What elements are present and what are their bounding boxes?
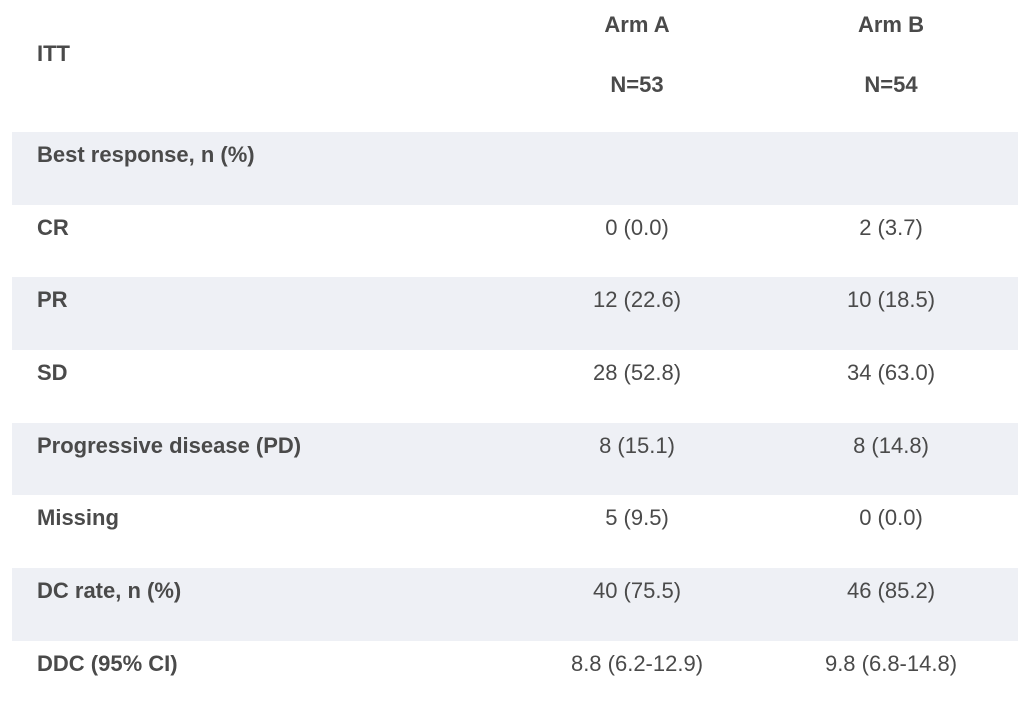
header-itt: ITT bbox=[37, 41, 70, 66]
row-label: PR bbox=[37, 287, 68, 313]
header-arm-b: Arm B N=54 bbox=[766, 0, 1016, 132]
arm-b-value: 46 (85.2) bbox=[846, 578, 936, 604]
arm-b-value: 8 (14.8) bbox=[853, 432, 929, 458]
row-label: Progressive disease (PD) bbox=[37, 432, 302, 458]
table-row: DC rate, n (%) 40 (75.5) 46 (85.2) bbox=[12, 568, 1018, 641]
header-arm-b-name: Arm B bbox=[857, 12, 924, 37]
arm-a-value: 40 (75.5) bbox=[592, 578, 682, 604]
row-label: SD bbox=[37, 360, 68, 386]
table-row: CR 0 (0.0) 2 (3.7) bbox=[12, 205, 1018, 278]
table-row: DDC (95% CI) 8.8 (6.2-12.9) 9.8 (6.8-14.… bbox=[12, 641, 1018, 714]
row-label: CR bbox=[37, 214, 69, 240]
table-row: Progressive disease (PD) 8 (15.1) 8 (14.… bbox=[12, 422, 1018, 496]
arm-b-value: 10 (18.5) bbox=[846, 287, 936, 313]
header-arm-a-name: Arm A bbox=[604, 12, 670, 37]
table-row: Best response, n (%) bbox=[12, 132, 1018, 205]
table-row: SD 28 (52.8) 34 (63.0) bbox=[12, 350, 1018, 423]
row-label: DC rate, n (%) bbox=[37, 578, 182, 604]
arm-b-value: 0 (0.0) bbox=[859, 505, 923, 531]
arm-b-value: 34 (63.0) bbox=[846, 360, 936, 386]
arm-a-value: 8.8 (6.2-12.9) bbox=[570, 650, 704, 676]
arm-a-value: 28 (52.8) bbox=[592, 360, 682, 386]
table-row: PR 12 (22.6) 10 (18.5) bbox=[12, 277, 1018, 351]
row-label: Missing bbox=[37, 505, 119, 531]
header-arm-b-n: N=54 bbox=[864, 72, 918, 97]
header-arm-a-n: N=53 bbox=[610, 72, 664, 97]
row-label: Best response, n (%) bbox=[37, 142, 255, 167]
arm-b-value: 2 (3.7) bbox=[859, 214, 923, 240]
response-table: ITT Arm A N=53 Arm B N=54 Best response,… bbox=[12, 0, 1018, 714]
arm-b-value: 9.8 (6.8-14.8) bbox=[824, 650, 958, 676]
arm-a-value: 5 (9.5) bbox=[605, 505, 669, 531]
header-arm-a: Arm A N=53 bbox=[512, 0, 762, 132]
table-header: ITT Arm A N=53 Arm B N=54 bbox=[12, 0, 1018, 132]
table-row: Missing 5 (9.5) 0 (0.0) bbox=[12, 495, 1018, 568]
arm-a-value: 12 (22.6) bbox=[592, 287, 682, 313]
row-label: DDC (95% CI) bbox=[37, 650, 178, 676]
arm-a-value: 0 (0.0) bbox=[605, 214, 669, 240]
arm-a-value: 8 (15.1) bbox=[599, 432, 675, 458]
